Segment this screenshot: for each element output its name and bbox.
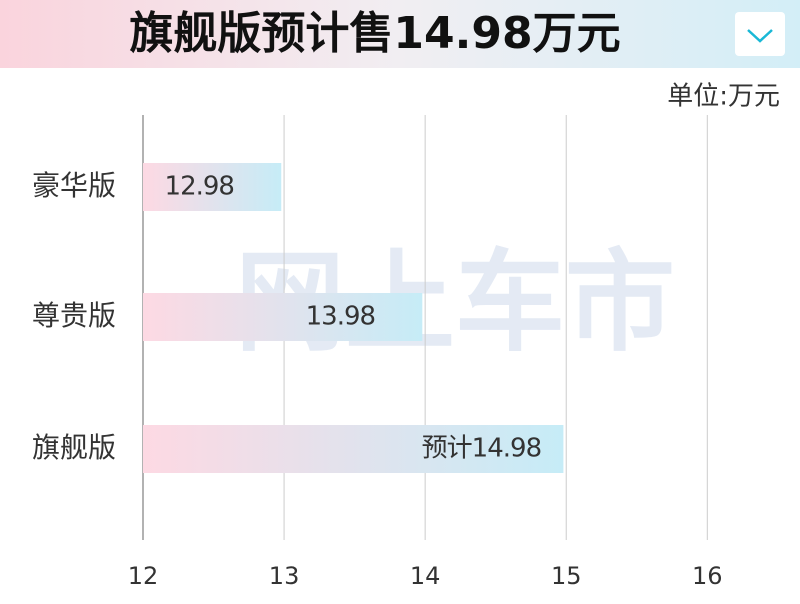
- dropdown-button[interactable]: [735, 12, 785, 56]
- x-tick-label: 13: [269, 562, 300, 590]
- chevron-icon[interactable]: [747, 29, 773, 43]
- bar: [143, 293, 423, 341]
- value-label: 12.98: [165, 172, 234, 202]
- x-tick-label: 16: [692, 562, 723, 590]
- chart-title: 旗舰版预计售14.98万元: [129, 8, 620, 59]
- y-tick-label: 豪华版: [32, 169, 116, 202]
- y-tick-label: 尊贵版: [32, 299, 116, 332]
- value-label: 13.98: [306, 302, 375, 332]
- x-tick-label: 15: [551, 562, 582, 590]
- x-tick-label: 12: [128, 562, 159, 590]
- y-tick-label: 旗舰版: [32, 431, 116, 464]
- bar: [143, 425, 564, 473]
- bar: [143, 163, 282, 211]
- dropdown-box[interactable]: [735, 12, 785, 56]
- x-tick-label: 14: [410, 562, 441, 590]
- value-label: 预计14.98: [422, 434, 541, 464]
- unit-label: 单位:万元: [667, 82, 780, 112]
- title-banner: [0, 0, 800, 68]
